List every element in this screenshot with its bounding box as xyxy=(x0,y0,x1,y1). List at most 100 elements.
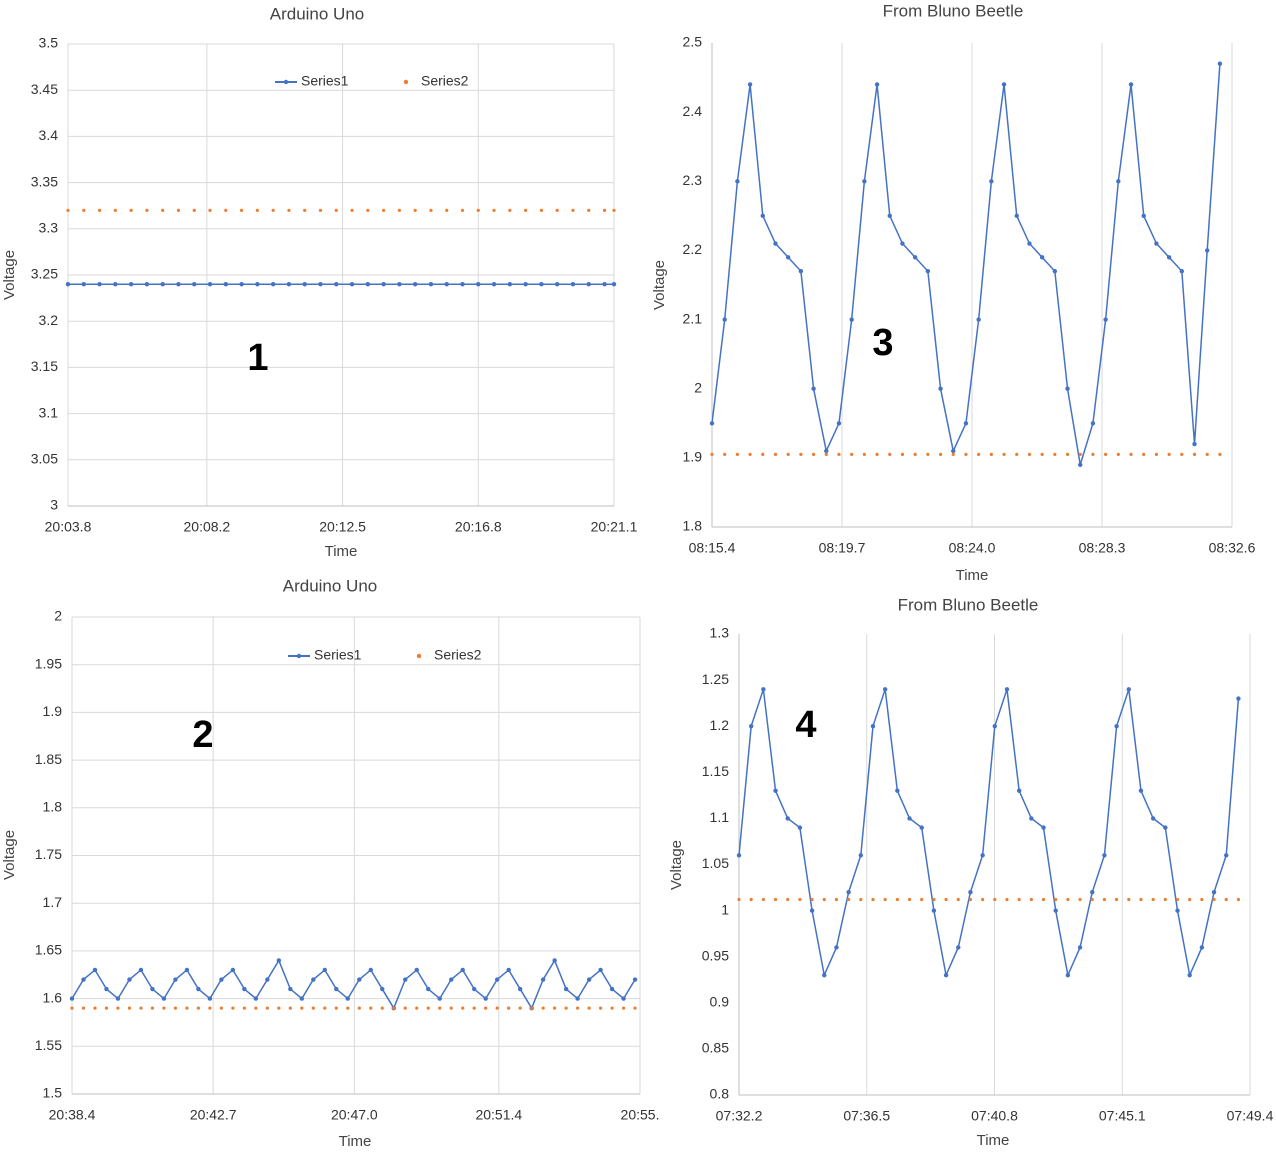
data-point xyxy=(97,208,102,212)
data-point xyxy=(426,986,431,992)
data-point xyxy=(449,977,454,982)
data-point xyxy=(798,897,802,902)
data-point xyxy=(483,996,488,1001)
data-point xyxy=(1141,213,1146,219)
data-point xyxy=(963,421,969,426)
legend-label: Series1 xyxy=(314,647,362,663)
data-point xyxy=(82,208,86,212)
data-point xyxy=(870,724,876,729)
data-point xyxy=(1200,897,1204,902)
data-point xyxy=(1104,452,1108,456)
data-point xyxy=(748,452,752,456)
data-point xyxy=(1180,452,1184,456)
data-point xyxy=(900,241,905,246)
data-point xyxy=(1029,897,1033,902)
x-tick-label: 20:16.8 xyxy=(455,519,502,535)
data-point xyxy=(414,967,419,973)
data-point xyxy=(722,317,727,322)
data-point xyxy=(271,208,275,212)
annotation: 3 xyxy=(872,322,893,364)
y-tick-label: 3 xyxy=(50,497,58,513)
x-tick-label: 20:42.7 xyxy=(190,1107,237,1123)
data-point xyxy=(311,1006,315,1010)
data-point xyxy=(1199,945,1205,950)
legend-swatch xyxy=(403,79,409,85)
data-point xyxy=(318,208,323,212)
data-point xyxy=(785,255,791,260)
legend-swatch xyxy=(416,653,422,659)
data-point xyxy=(836,421,842,426)
data-point xyxy=(912,255,918,260)
y-tick-label: 3.4 xyxy=(39,127,59,143)
data-point xyxy=(492,208,496,212)
data-point xyxy=(811,386,816,391)
y-tick-label: 3.3 xyxy=(39,220,59,236)
data-point xyxy=(242,986,247,992)
data-point xyxy=(976,317,981,322)
data-point xyxy=(944,897,948,902)
legend-label: Series2 xyxy=(421,73,469,89)
data-point xyxy=(239,208,244,212)
data-point xyxy=(1077,945,1083,950)
data-point xyxy=(980,853,985,858)
data-point xyxy=(1128,82,1134,87)
data-point xyxy=(1027,452,1032,456)
data-point xyxy=(989,452,993,456)
data-point xyxy=(438,1006,442,1010)
data-point xyxy=(887,213,892,219)
data-point xyxy=(428,282,434,287)
data-point xyxy=(144,282,150,287)
data-point xyxy=(938,452,943,456)
data-point xyxy=(1175,908,1180,913)
data-point xyxy=(1211,889,1217,895)
data-point xyxy=(575,996,580,1001)
data-point xyxy=(1192,441,1197,447)
data-point xyxy=(129,208,133,212)
data-point xyxy=(1205,248,1210,253)
y-axis-label: Voltage xyxy=(1,250,18,300)
data-point xyxy=(495,1006,499,1010)
annotation: 2 xyxy=(192,714,213,756)
data-point xyxy=(847,897,851,902)
data-point xyxy=(553,1006,557,1010)
data-point xyxy=(303,208,307,212)
data-point xyxy=(834,945,839,950)
data-point xyxy=(160,282,165,287)
x-tick-label: 08:15.4 xyxy=(689,540,736,556)
data-point xyxy=(1090,421,1096,426)
data-point xyxy=(992,724,997,729)
data-point xyxy=(150,1006,155,1010)
data-point xyxy=(1014,213,1019,219)
y-tick-label: 2.1 xyxy=(683,310,703,326)
data-point xyxy=(413,208,417,212)
data-point xyxy=(173,1006,178,1010)
data-point xyxy=(161,208,165,212)
data-point xyxy=(846,889,851,895)
series-line xyxy=(738,689,1240,978)
data-point xyxy=(736,853,742,858)
data-point xyxy=(524,208,528,212)
x-tick-label: 20:38.4 xyxy=(49,1107,96,1123)
data-point xyxy=(1115,897,1119,902)
data-point xyxy=(552,958,557,963)
y-tick-label: 0.85 xyxy=(702,1040,729,1056)
data-point xyxy=(460,282,465,287)
y-tick-label: 1.1 xyxy=(710,809,730,825)
data-point xyxy=(587,208,591,212)
data-point xyxy=(1179,268,1185,274)
data-point xyxy=(1151,897,1155,902)
data-point xyxy=(1154,452,1159,456)
data-point xyxy=(871,897,875,902)
data-point xyxy=(265,1006,269,1010)
data-point xyxy=(1129,452,1133,456)
data-point xyxy=(381,282,386,287)
data-point xyxy=(1041,897,1046,902)
data-point xyxy=(365,282,371,287)
data-point xyxy=(883,897,887,902)
data-point xyxy=(429,208,433,212)
data-point xyxy=(472,1006,476,1010)
data-point xyxy=(1039,255,1045,260)
data-point xyxy=(318,282,323,287)
data-point xyxy=(145,208,149,212)
chart-title: Arduino Uno xyxy=(270,4,365,23)
